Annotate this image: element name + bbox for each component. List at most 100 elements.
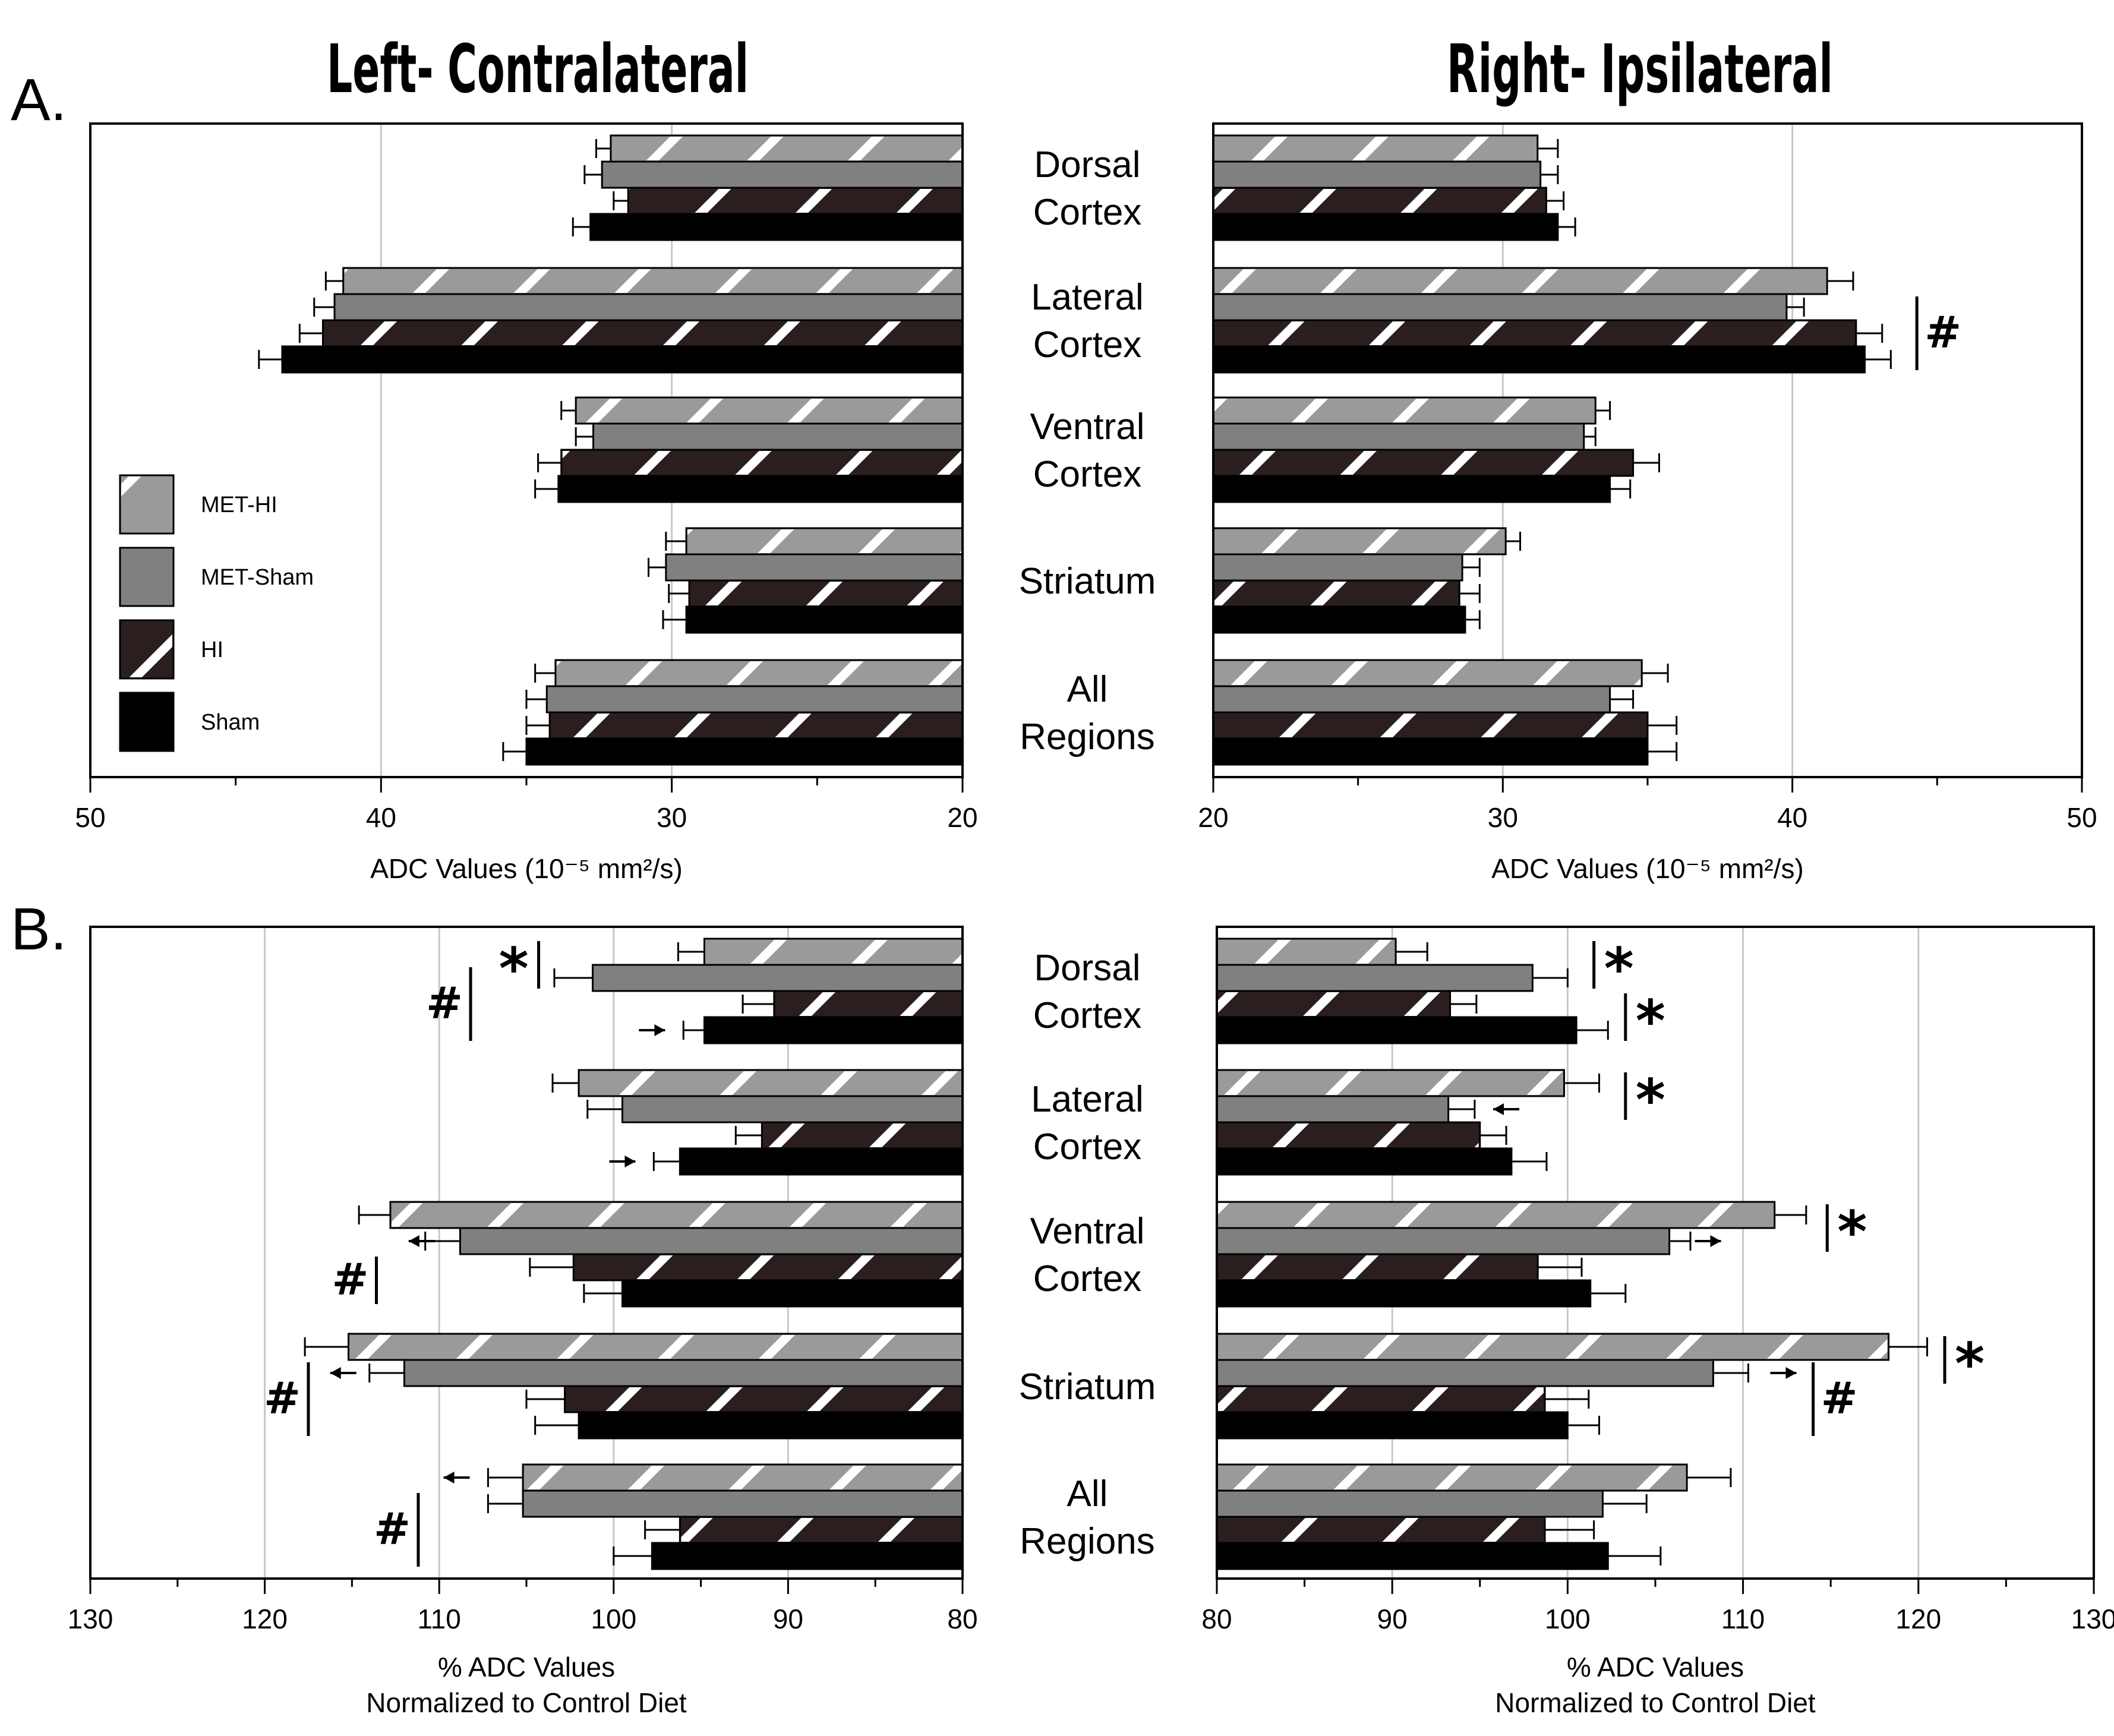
x-axis-label: % ADC Values xyxy=(1567,1652,1744,1683)
region-label-ventral: Cortex xyxy=(1033,1258,1142,1299)
tick-label: 120 xyxy=(242,1604,288,1634)
bar-hatch xyxy=(1214,714,1646,737)
bar-met-sham xyxy=(1216,1489,1604,1518)
left-title: Left- Contralateral xyxy=(327,31,749,108)
bar-sham xyxy=(1212,345,1866,374)
x-axis-label: ADC Values (10⁻⁵ mm²/s) xyxy=(1491,853,1804,884)
bar-sham xyxy=(679,1147,964,1176)
legend-swatch-hatch xyxy=(121,476,172,532)
bar-hatch xyxy=(524,1466,961,1489)
bar-met-sham xyxy=(403,1359,964,1387)
tick-label: 80 xyxy=(947,1604,977,1634)
bar-hatch xyxy=(1214,661,1641,685)
bar-met-sham xyxy=(1212,293,1788,321)
region-label-all: Regions xyxy=(1020,1521,1154,1562)
region-label-dorsal: Dorsal xyxy=(1034,144,1140,185)
bar-hatch xyxy=(562,451,961,475)
bar-hatch xyxy=(1214,189,1545,213)
bar-hatch xyxy=(687,529,961,553)
bar-hatch xyxy=(1218,1387,1544,1411)
significance-hash: # xyxy=(332,1254,368,1305)
bar-sham xyxy=(621,1279,964,1308)
significance-hash: # xyxy=(374,1504,411,1555)
region-label-lateral: Lateral xyxy=(1031,277,1144,318)
significance-star: * xyxy=(1636,1067,1665,1134)
bar-met-sham xyxy=(621,1095,964,1123)
bar-hatch xyxy=(344,269,961,293)
tick-label: 110 xyxy=(1721,1604,1765,1634)
significance-hash: # xyxy=(426,978,463,1029)
tick-label: 20 xyxy=(1198,802,1228,833)
bar-hatch xyxy=(1214,399,1595,422)
bar-hatch xyxy=(551,714,961,737)
legend-label: MET-Sham xyxy=(201,565,314,590)
arrow-head xyxy=(1785,1367,1797,1379)
bar-hatch xyxy=(1218,1466,1686,1489)
bar-hatch xyxy=(575,1255,961,1279)
bar-hatch xyxy=(611,137,961,160)
tick-label: 30 xyxy=(1488,802,1518,833)
tick-label: 30 xyxy=(657,802,687,833)
significance-star: * xyxy=(1604,936,1634,1002)
bar-sham xyxy=(589,213,964,241)
bar-met-sham xyxy=(545,685,964,714)
bar-hatch xyxy=(775,992,961,1016)
chart-a-right: 20 30 40 50 ADC Values (10⁻⁵ mm²/s) # xyxy=(1198,122,2097,884)
tick-label: 90 xyxy=(773,1604,803,1634)
bar-met-sham xyxy=(1216,1359,1714,1387)
bar-sham xyxy=(1216,1279,1592,1308)
tick-label: 50 xyxy=(75,802,105,833)
bar-sham xyxy=(1212,475,1611,503)
arrow-head xyxy=(654,1024,665,1036)
bar-hatch xyxy=(1214,269,1826,293)
significance-hash: # xyxy=(1924,307,1961,358)
bar-met-sham xyxy=(665,553,964,582)
bar-hatch xyxy=(1214,321,1855,345)
tick-label: 100 xyxy=(591,1604,636,1634)
bar-hatch xyxy=(1218,940,1395,964)
bar-met-sham xyxy=(333,293,964,321)
significance-star: * xyxy=(1636,988,1665,1055)
bar-hatch xyxy=(580,1071,961,1095)
bar-hatch xyxy=(556,661,961,685)
bar-hatch xyxy=(324,321,961,345)
tick-label: 80 xyxy=(1201,1604,1232,1634)
bar-hatch xyxy=(629,189,961,213)
arrow-head xyxy=(1493,1103,1504,1115)
bar-hatch xyxy=(705,940,961,964)
arrow-head xyxy=(330,1367,341,1379)
bar-hatch xyxy=(566,1387,961,1411)
bar-met-sham xyxy=(592,964,964,992)
region-label-all: All xyxy=(1067,669,1108,710)
chart-a-left: 50 40 30 20 ADC Values (10⁻⁵ mm²/s) xyxy=(75,122,978,884)
bar-met-sham xyxy=(601,160,964,189)
region-label-striatum: Striatum xyxy=(1019,1366,1156,1407)
bar-hatch xyxy=(1218,1255,1537,1279)
region-label-ventral: Ventral xyxy=(1030,406,1144,447)
significance-hash: # xyxy=(1821,1373,1858,1424)
bar-sham xyxy=(1216,1147,1513,1176)
panel-label-b: B. xyxy=(11,896,67,962)
bar-hatch xyxy=(1218,1203,1774,1227)
bar-sham xyxy=(578,1411,964,1440)
legend-label: HI xyxy=(201,637,223,662)
significance-star: * xyxy=(1837,1199,1867,1265)
region-label-dorsal: Cortex xyxy=(1033,995,1142,1036)
bar-hatch xyxy=(1218,1123,1479,1147)
region-label-dorsal: Cortex xyxy=(1033,192,1142,233)
bar-met-sham xyxy=(1216,1095,1450,1123)
arrow-head xyxy=(1710,1235,1721,1247)
bar-met-sham xyxy=(459,1227,964,1255)
region-label-all: All xyxy=(1067,1473,1108,1514)
chart-b-right: 80 90 100 110 120 130 % ADC Values Normalized t… xyxy=(1201,926,2114,1718)
bar-sham xyxy=(651,1542,964,1570)
bar-met-sham xyxy=(1216,964,1534,992)
legend-label: MET-HI xyxy=(201,493,277,517)
tick-label: 130 xyxy=(2071,1604,2114,1634)
tick-label: 110 xyxy=(418,1604,461,1634)
bar-hatch xyxy=(681,1518,961,1542)
tick-label: 90 xyxy=(1377,1604,1408,1634)
bar-hatch xyxy=(1214,137,1536,160)
bar-sham xyxy=(1212,605,1466,634)
